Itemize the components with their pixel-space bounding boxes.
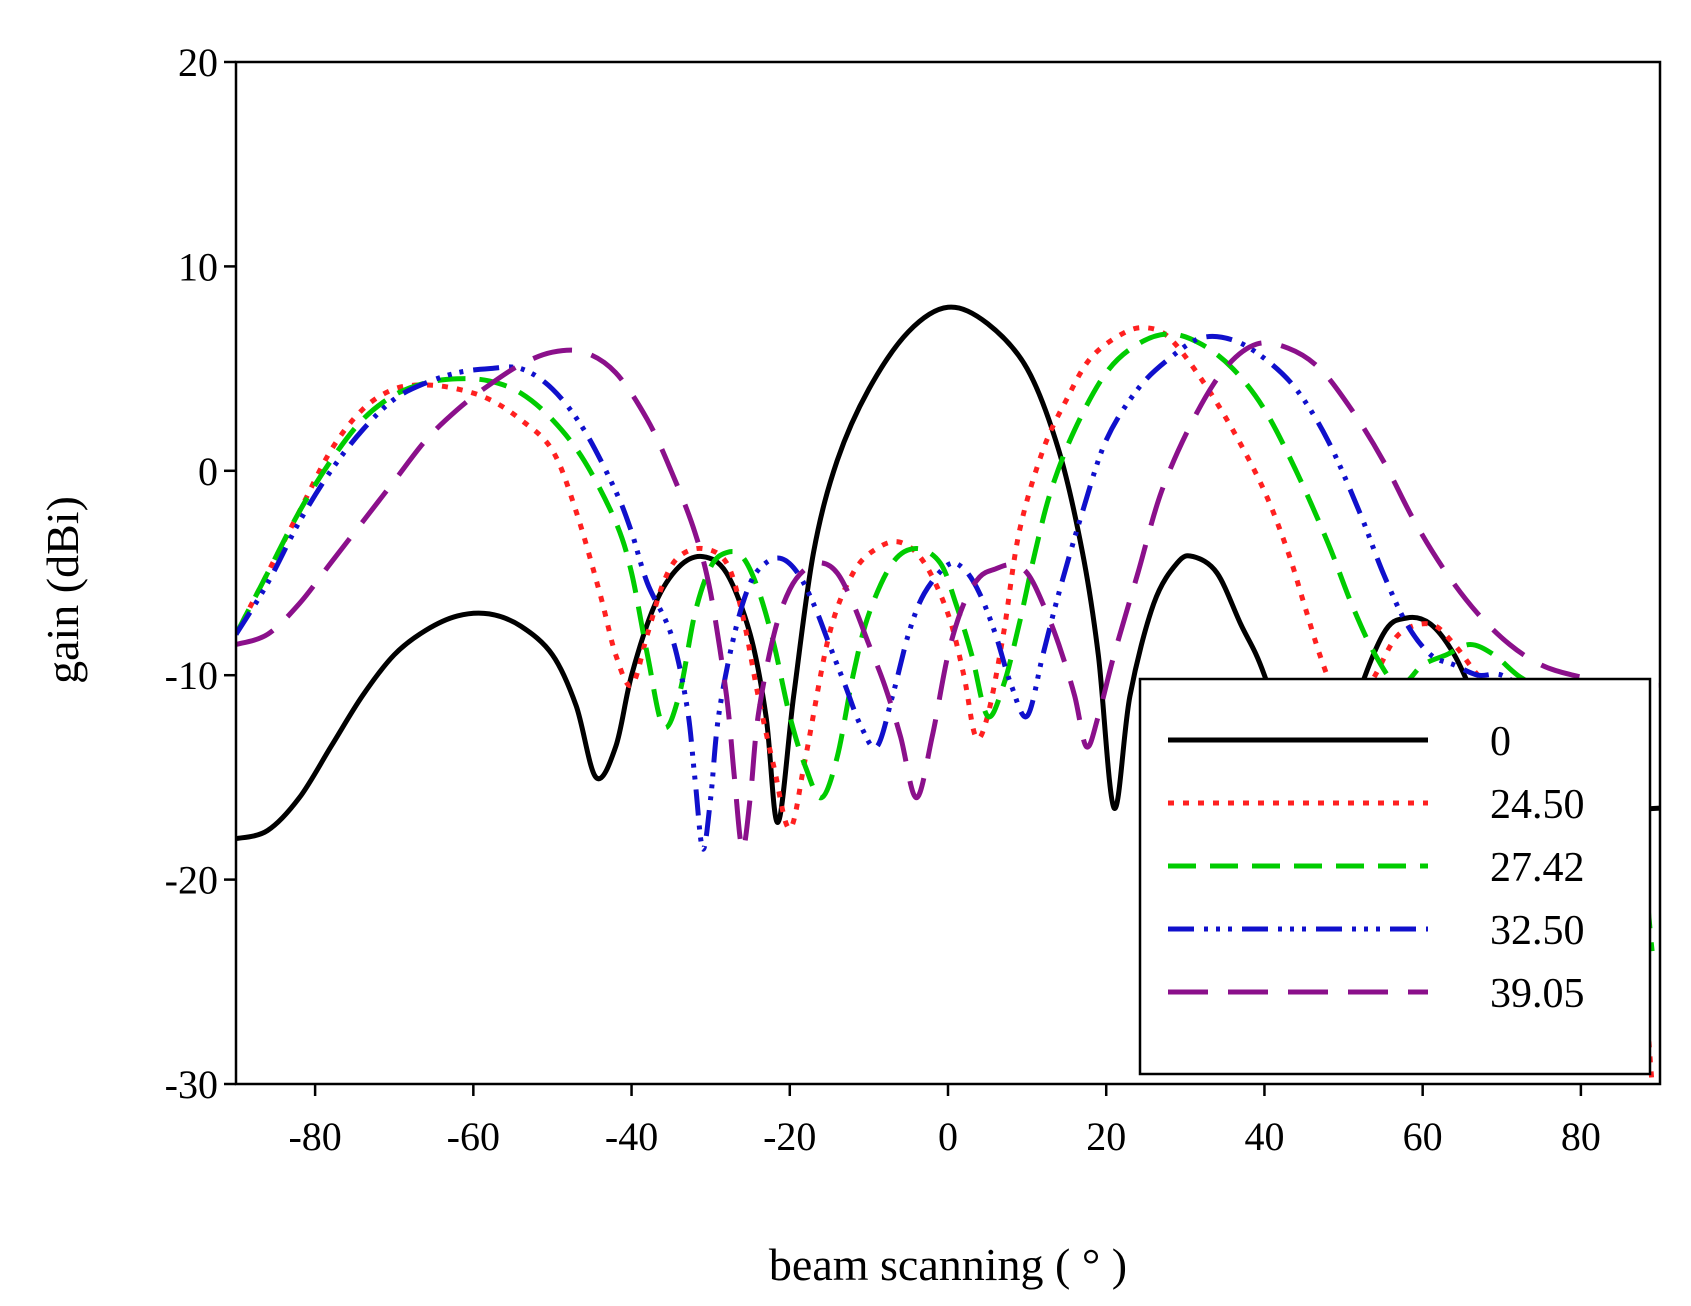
- y-tick-label: -30: [165, 1062, 218, 1107]
- x-tick-label: 20: [1086, 1114, 1126, 1159]
- legend-box: [1138, 677, 1652, 1076]
- y-axis-ticks: 20 10 0 -10 -20 -30: [165, 40, 236, 1107]
- legend-label-2: 24.50: [1490, 782, 1585, 828]
- legend-label-3: 27.42: [1490, 845, 1585, 891]
- y-axis-title: gain (dBi): [37, 496, 88, 684]
- x-axis-title: beam scanning ( ° ): [769, 1239, 1127, 1290]
- legend-label-5: 39.05: [1490, 971, 1585, 1017]
- plot-frame: [234, 60, 1662, 1086]
- y-tick-label: -20: [165, 858, 218, 903]
- x-tick-label: 0: [938, 1114, 958, 1159]
- legend-label-1: 0: [1490, 719, 1511, 765]
- x-tick-label: 60: [1403, 1114, 1443, 1159]
- x-tick-label: -40: [605, 1114, 658, 1159]
- y-tick-label: -10: [165, 653, 218, 698]
- series-line-5: [236, 340, 1660, 852]
- y-tick-label: 10: [178, 244, 218, 289]
- x-tick-label: 40: [1244, 1114, 1284, 1159]
- x-tick-label: 80: [1561, 1114, 1601, 1159]
- legend: 0 24.50 27.42 32.50 39.05: [1138, 677, 1652, 1076]
- x-axis-ticks: -80 -60 -40 -20 0 20 40 60 80: [288, 1084, 1601, 1159]
- series-line-1: [236, 304, 1660, 842]
- x-tick-label: -20: [763, 1114, 816, 1159]
- y-tick-label: 0: [198, 449, 218, 494]
- x-tick-label: -80: [288, 1114, 341, 1159]
- y-tick-label: 20: [178, 40, 218, 85]
- x-tick-label: -60: [447, 1114, 500, 1159]
- legend-label-4: 32.50: [1490, 908, 1585, 954]
